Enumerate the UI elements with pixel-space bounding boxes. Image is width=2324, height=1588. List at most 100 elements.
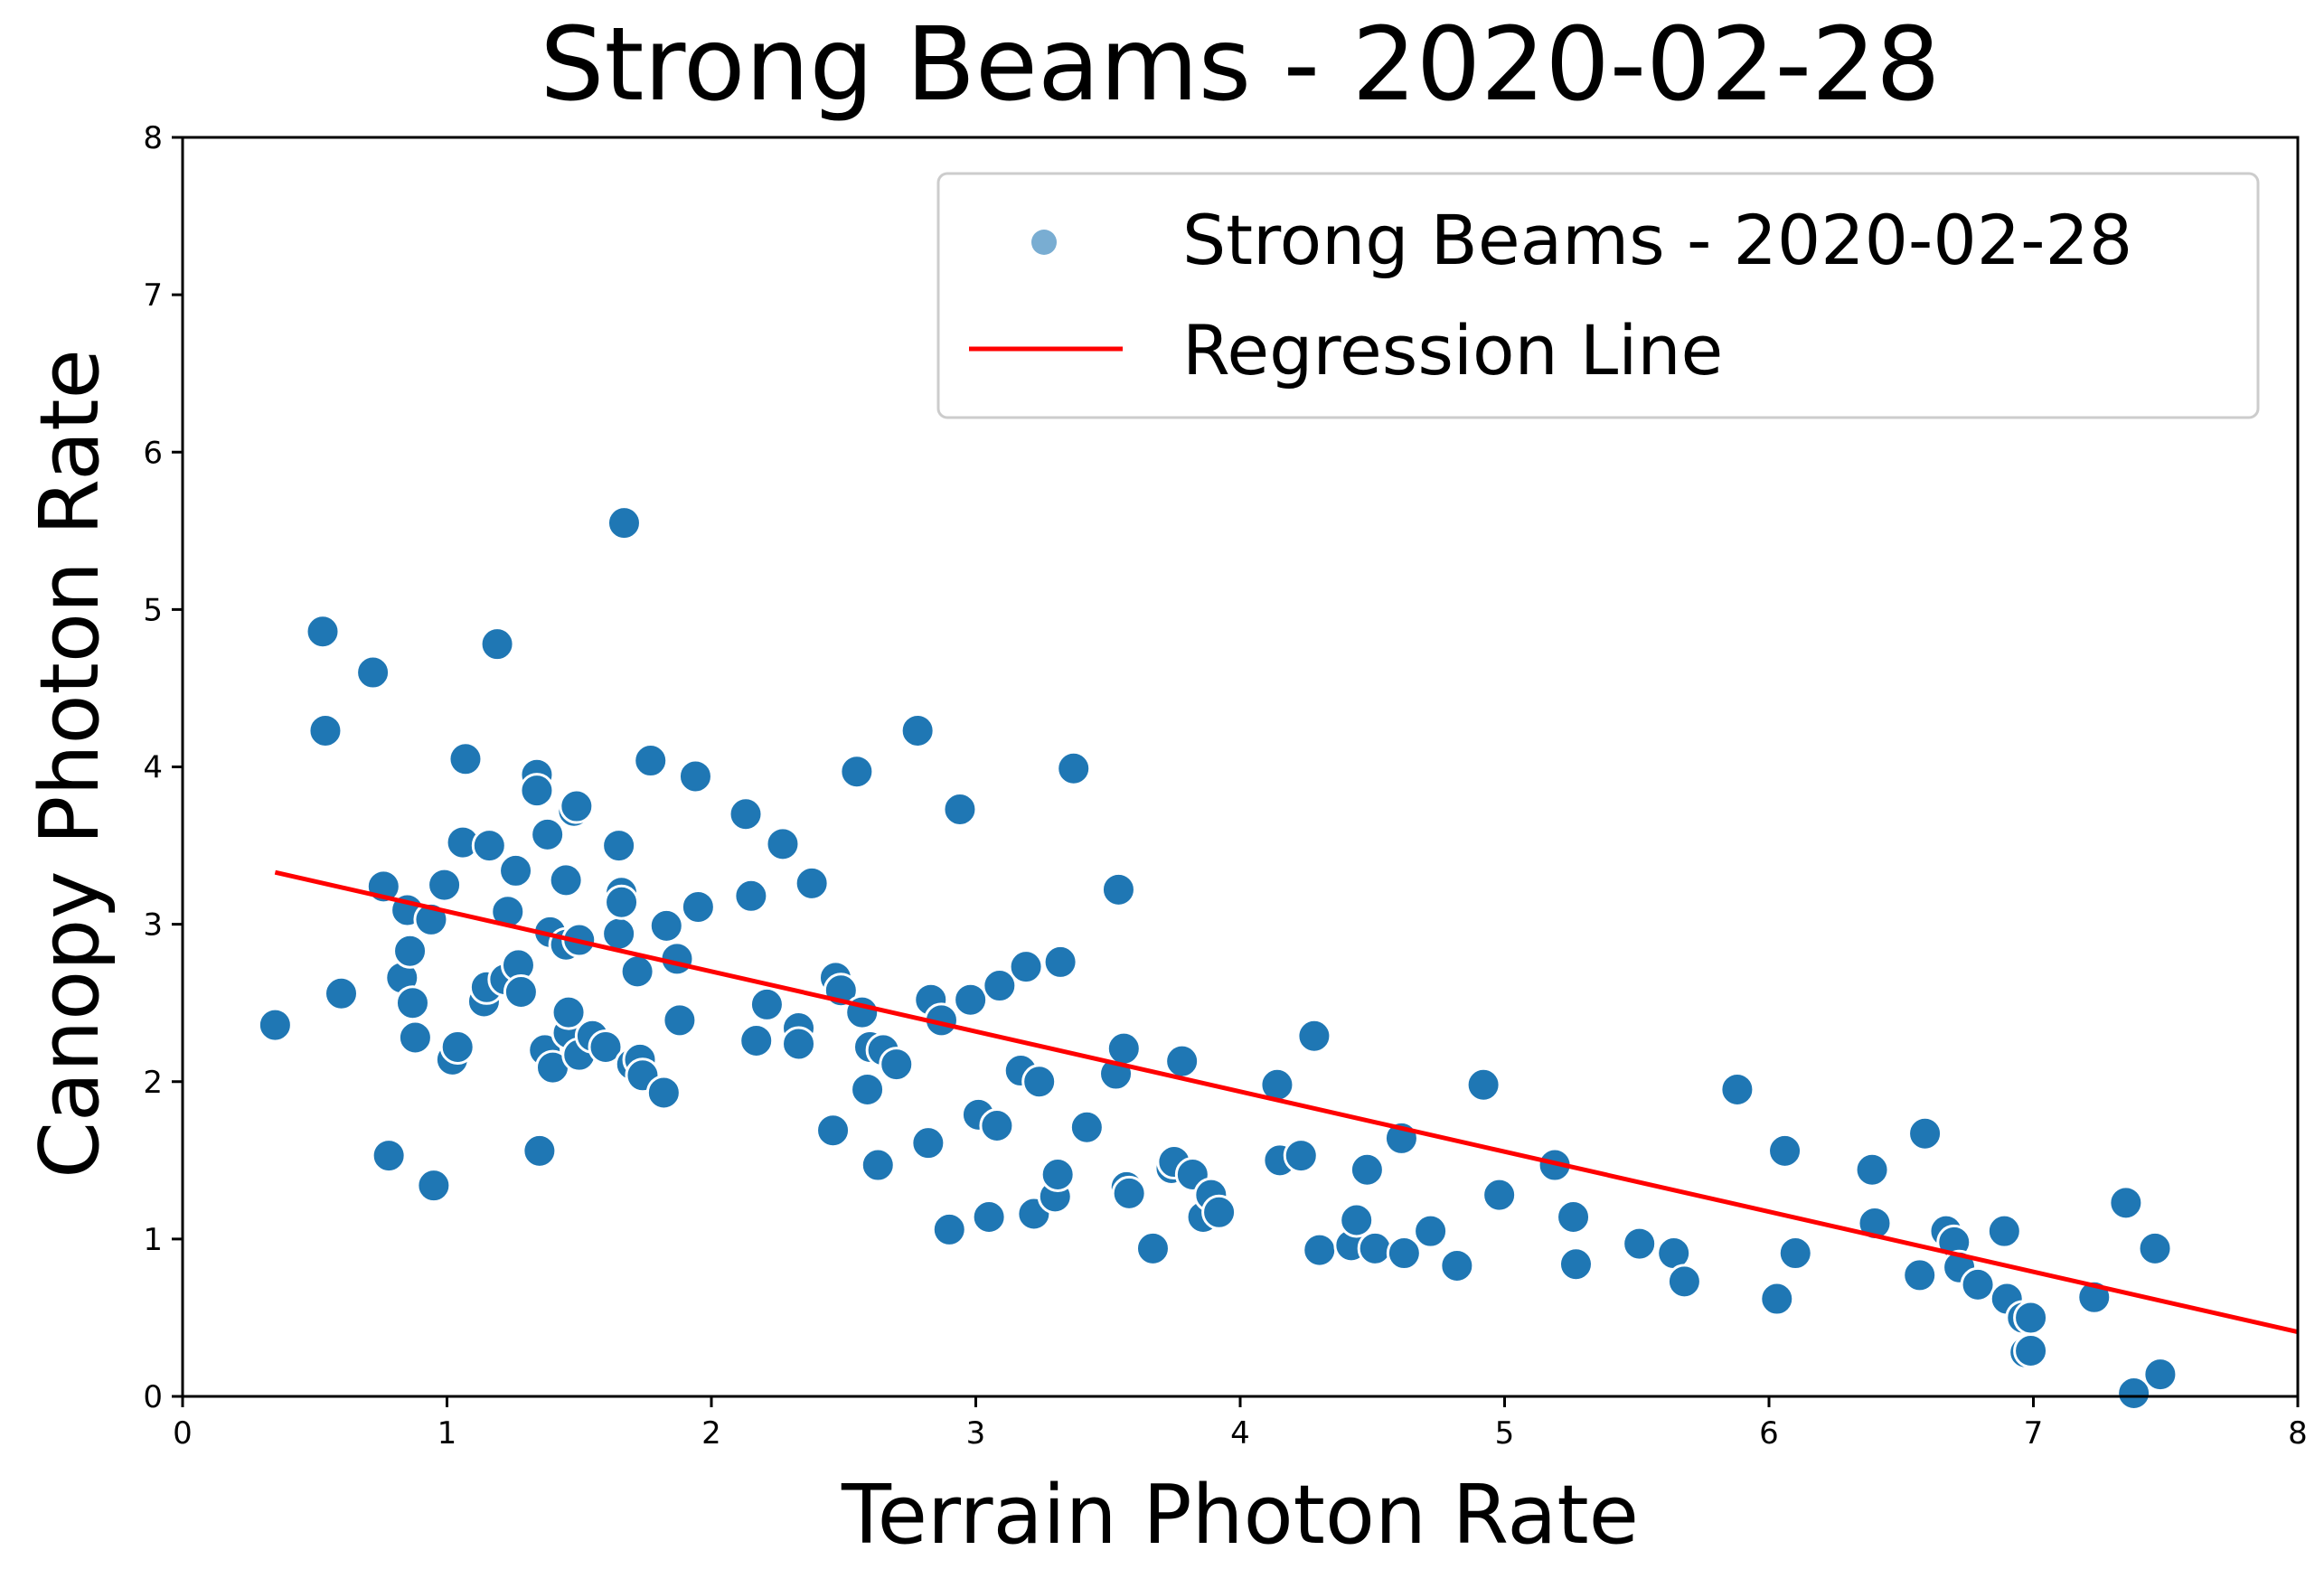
x-tick-label: 2 [701,1415,721,1452]
scatter-point [1349,1151,1385,1188]
legend-label-regression: Regression Line [1182,310,1723,390]
scatter-point [601,828,637,864]
scatter-point [648,907,684,944]
scatter-point [416,1168,452,1204]
scatter-point [439,1029,475,1065]
scatter-point [1100,871,1136,907]
scatter-point [839,754,875,790]
scatter-point [1666,1264,1702,1300]
scatter-point [2013,1300,2049,1336]
y-tick-label: 1 [143,1222,163,1258]
scatter-point [645,1075,682,1111]
scatter-point [680,888,716,925]
axes: 0 1 2 3 4 5 6 7 8 0 1 2 3 4 5 6 7 8 [143,120,2307,1452]
scatter-point [971,1198,1007,1235]
scatter-point [728,796,764,832]
scatter-point [1056,750,1092,786]
scatter-point [606,505,642,541]
scatter-point [1777,1236,1813,1272]
x-tick-label: 0 [173,1415,193,1452]
scatter-point [519,773,555,809]
y-tick-label: 4 [143,750,163,786]
x-tick-label: 1 [438,1415,457,1452]
x-tick-label: 3 [966,1415,986,1452]
scatter-point [1164,1043,1200,1079]
scatter-point [781,1026,817,1062]
x-axis-label: Terrain Photon Rate [841,1468,1639,1563]
scatter-point [503,973,539,1010]
x-tick-label: 7 [2024,1415,2044,1452]
scatter-point [371,1138,407,1174]
legend-label-scatter: Strong Beams - 2020-02-28 [1182,200,2132,280]
scatter-point [765,826,801,862]
scatter-point [633,743,669,779]
scatter-point [1106,1030,1142,1066]
scatter-point [953,982,989,1018]
scatter-point [2013,1333,2049,1369]
y-axis-label: Canopy Photon Rate [23,349,118,1179]
scatter-point [1111,1175,1147,1211]
regression-line [274,869,2299,1335]
scatter-point [1556,1198,1592,1235]
scatter-point [748,986,785,1022]
scatter-point [1986,1213,2022,1249]
scatter-point [733,878,769,914]
y-tick-label: 0 [143,1379,163,1415]
scatter-point [1068,1109,1105,1145]
scatter-point [815,1113,852,1149]
scatter-point [1907,1115,1943,1151]
y-tick-label: 8 [143,120,163,156]
y-tick-label: 2 [143,1065,163,1101]
chart-title: Strong Beams - 2020-02-28 [540,6,1940,124]
x-tick-label: 6 [1759,1415,1779,1452]
scatter-point [394,985,430,1021]
scatter-point [1386,1236,1422,1272]
x-tick-label: 5 [1495,1415,1515,1452]
scatter-point [739,1022,775,1058]
scatter-point [619,954,655,990]
scatter-point [1857,1205,1893,1241]
scatter-point [1622,1226,1658,1262]
plot-area [257,505,2299,1412]
scatter-point [1482,1177,1518,1213]
scatter-point [1767,1132,1803,1169]
scatter-point [979,1108,1015,1144]
scatter-point [2108,1185,2144,1221]
legend-frame [936,172,2260,419]
scatter-point [447,741,484,777]
scatter-point [1134,1230,1171,1266]
scatter-point [1283,1138,1319,1174]
scatter-point [1960,1266,1996,1302]
scatter-point [1719,1071,1755,1107]
scatter-point [1021,1064,1058,1100]
scatter-point [601,916,637,952]
scatter-point [1357,1230,1393,1266]
scatter-point [588,1029,624,1065]
scatter-point [794,865,830,901]
scatter-point [2142,1357,2178,1393]
scatter-point [355,654,391,691]
scatter-point [1557,1246,1594,1283]
scatter-point [1201,1194,1237,1230]
scatter-point [1465,1066,1501,1103]
scatter-point [850,1071,886,1107]
scatter-point [1302,1232,1338,1268]
scatter-point [1854,1151,1890,1188]
scatter-point [604,884,640,920]
scatter-point [860,1147,896,1183]
scatter-point [324,975,359,1011]
scatter-point [1296,1018,1332,1054]
scatter-point [257,1007,293,1043]
scatter-point [1902,1257,1938,1293]
scatter-point [1040,1156,1076,1192]
scatter-point [677,758,713,794]
scatter-point [1759,1281,1795,1317]
scatter-point [550,994,587,1030]
scatter-point [910,1125,946,1161]
scatter-point [1339,1202,1375,1238]
y-tick-label: 5 [143,592,163,628]
scatter-point [392,933,428,969]
scatter-point [471,828,507,864]
